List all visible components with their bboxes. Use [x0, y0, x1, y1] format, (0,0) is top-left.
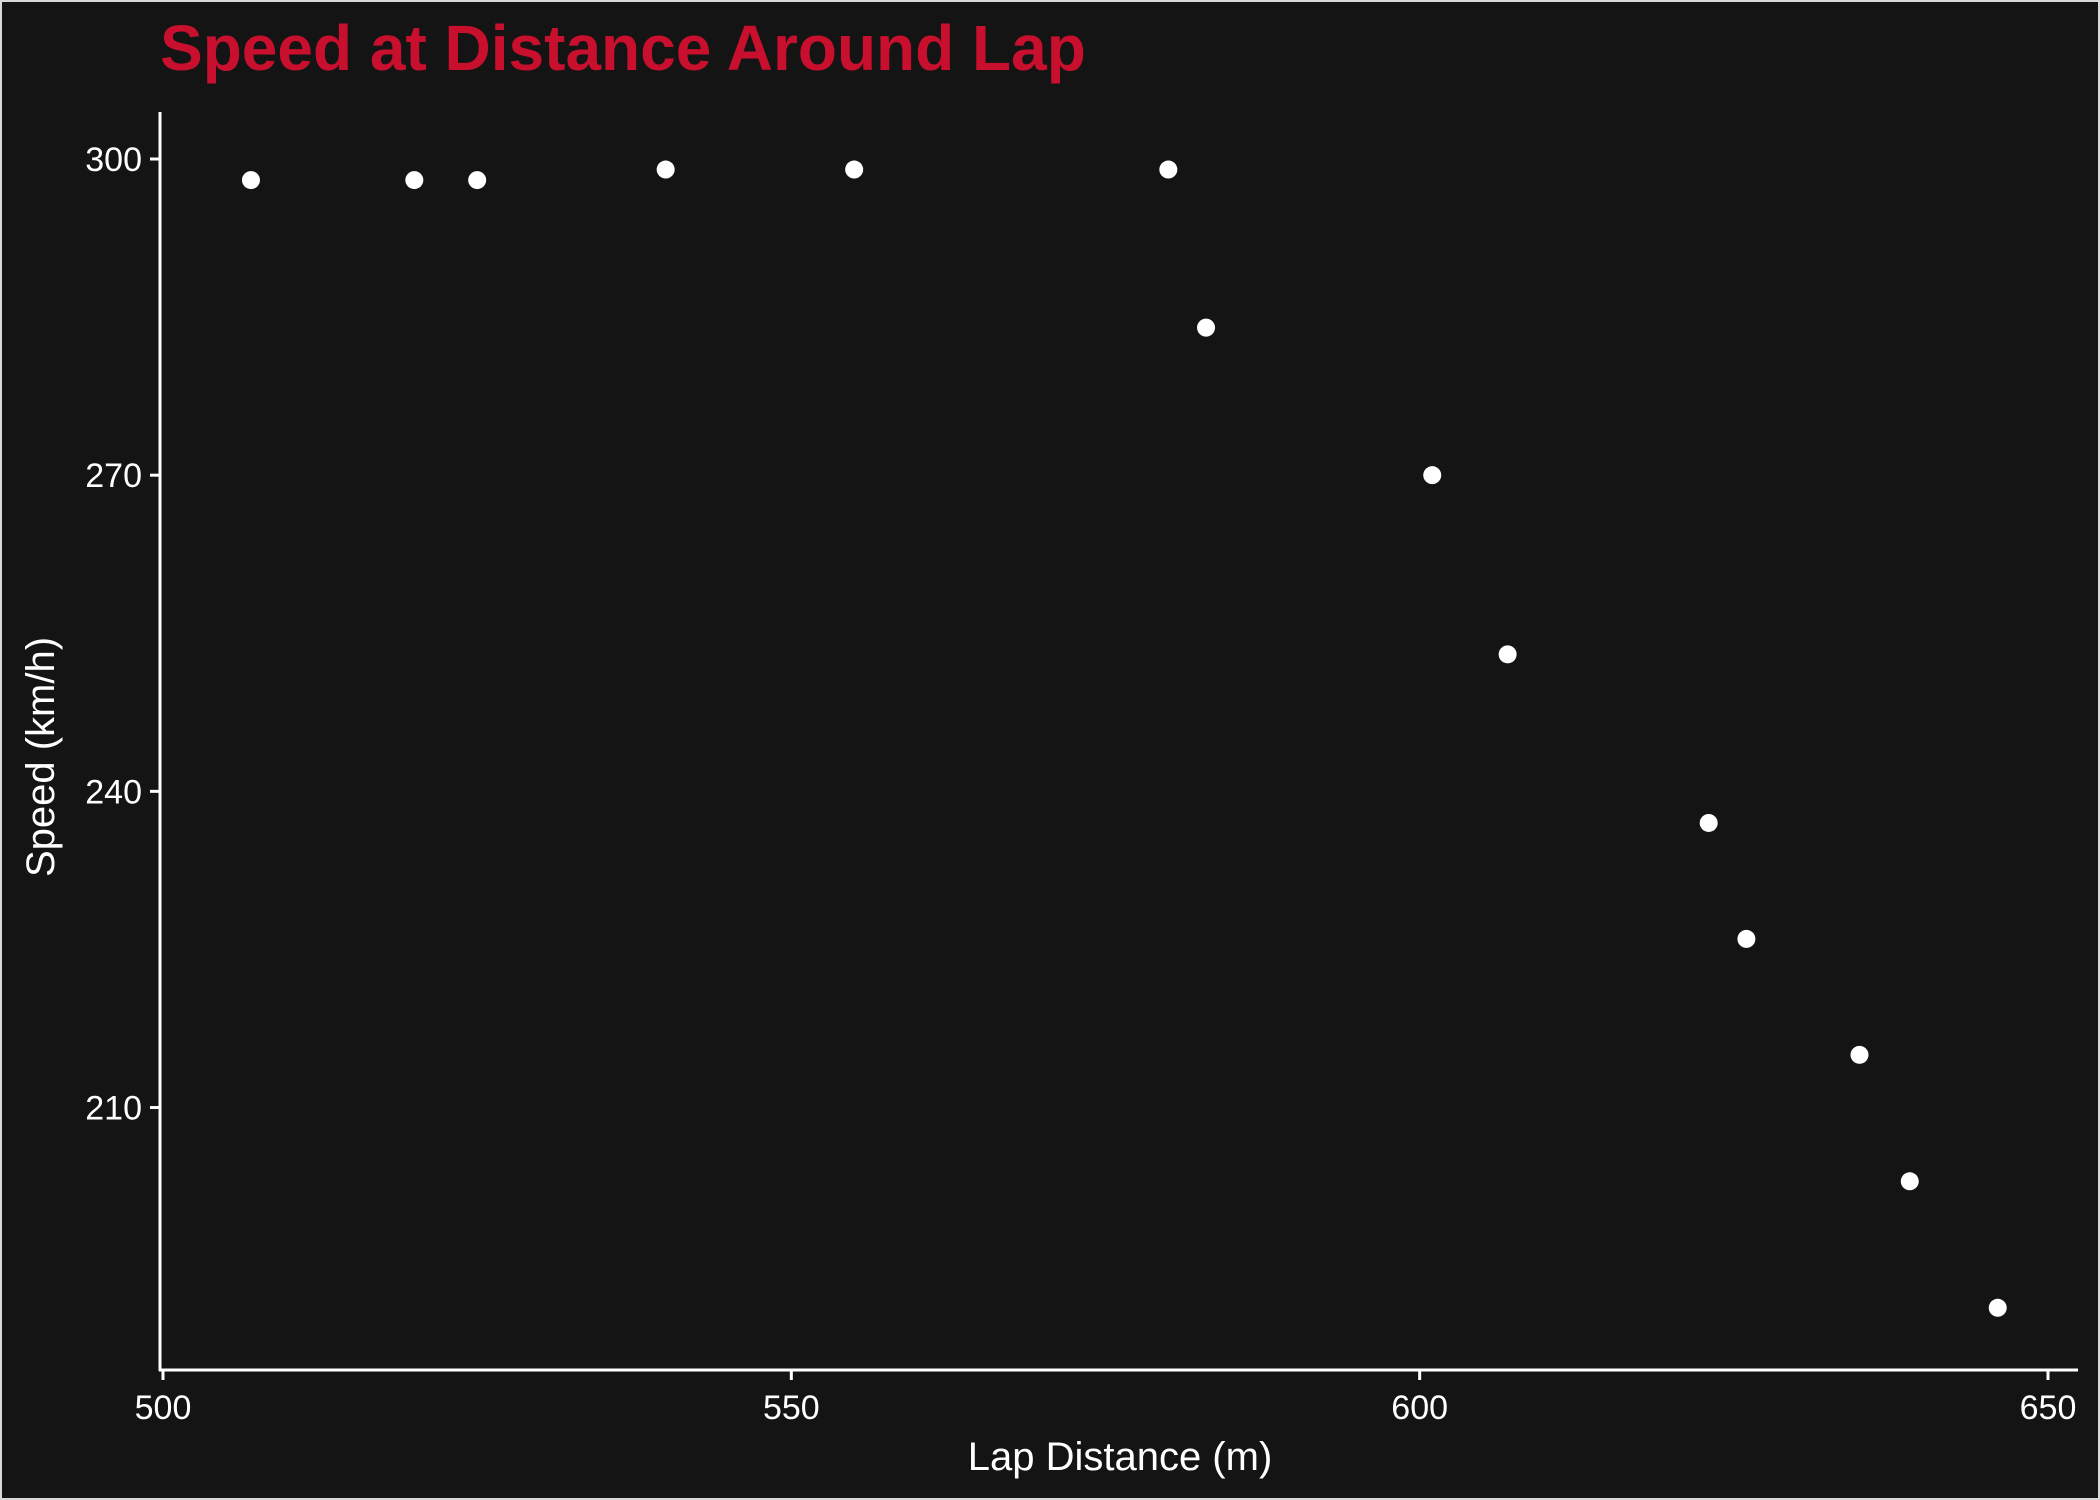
data-point: [1737, 929, 1756, 948]
y-tick-label: 270: [85, 457, 142, 495]
data-point: [845, 160, 864, 179]
data-point: [1197, 318, 1216, 337]
chart-title: Speed at Distance Around Lap: [160, 12, 1086, 84]
data-point: [656, 160, 675, 179]
data-point: [1423, 466, 1442, 485]
y-axis-label: Speed (km/h): [19, 637, 63, 877]
data-point: [1159, 160, 1178, 179]
data-point: [1699, 813, 1718, 832]
data-point: [241, 171, 260, 190]
y-tick-label: 210: [85, 1090, 142, 1128]
y-tick-label: 240: [85, 773, 142, 811]
x-tick-label: 650: [2020, 1389, 2077, 1427]
x-tick-label: 600: [1391, 1389, 1448, 1427]
data-point: [1900, 1172, 1919, 1191]
data-point: [468, 171, 487, 190]
data-point: [1988, 1298, 2007, 1317]
x-axis-label: Lap Distance (m): [968, 1435, 1273, 1479]
data-point: [405, 171, 424, 190]
plot-area: 500 550 600 650 210 240 270 300: [85, 112, 2078, 1427]
data-point: [1498, 645, 1517, 664]
x-tick-label: 500: [135, 1389, 192, 1427]
x-tick-label: 550: [763, 1389, 820, 1427]
y-tick-label: 300: [85, 141, 142, 179]
data-point: [1850, 1045, 1869, 1064]
